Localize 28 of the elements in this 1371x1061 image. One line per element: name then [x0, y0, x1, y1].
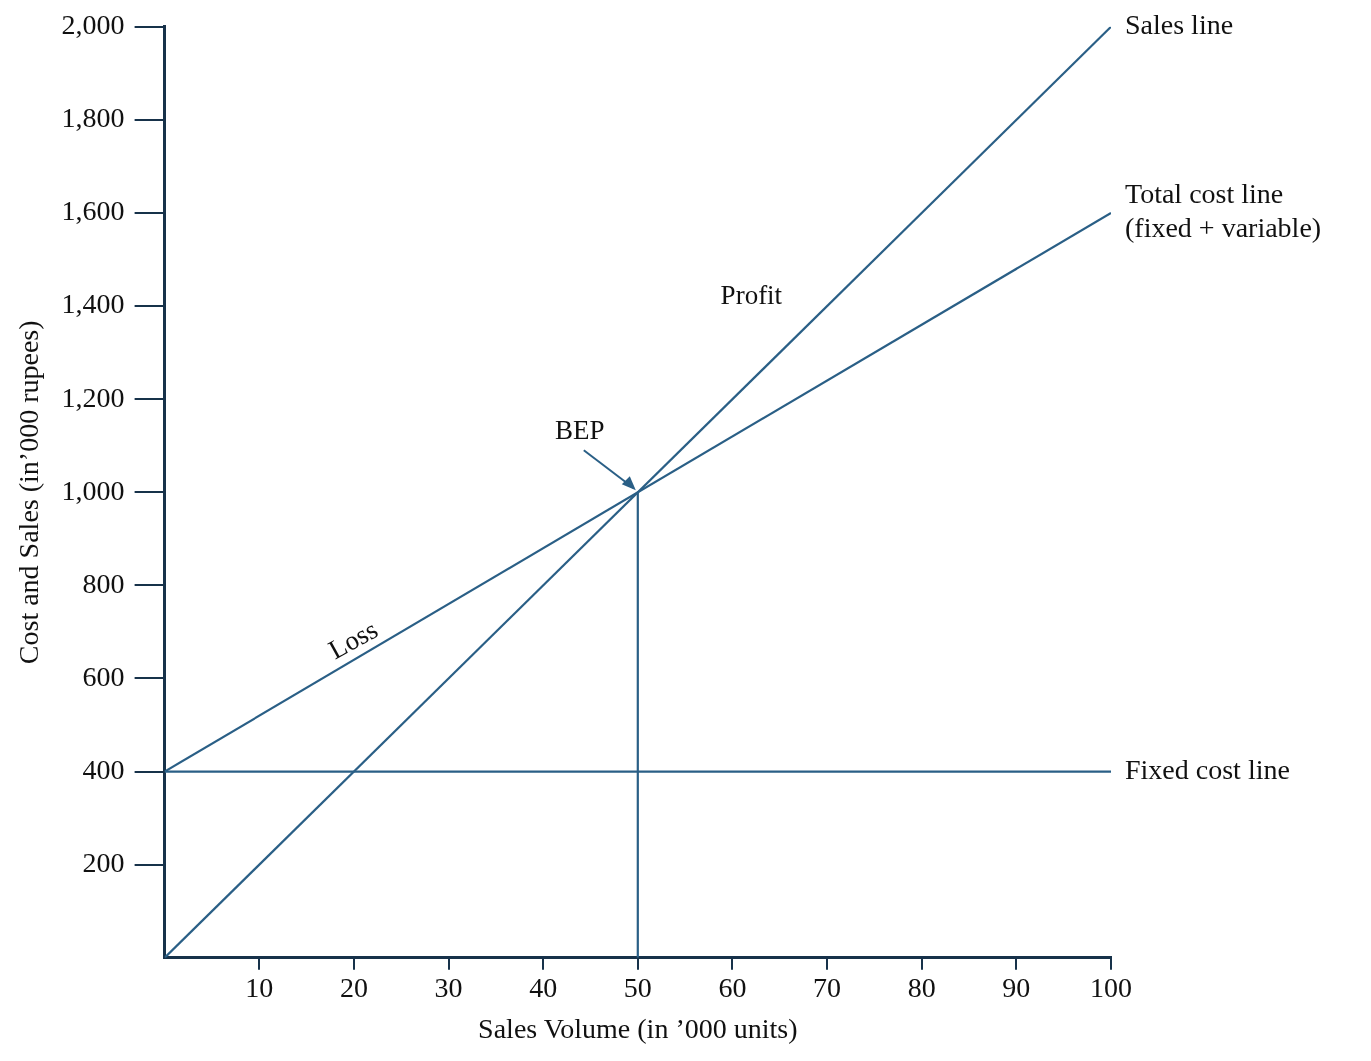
y-tick-label: 2,000	[61, 9, 125, 41]
x-axis-title: Sales Volume (in ’000 units)	[478, 1012, 798, 1044]
annotation: Loss	[323, 614, 383, 665]
annotation: Profit	[720, 279, 783, 310]
series-label: Fixed cost line	[1125, 753, 1290, 785]
x-tick-label: 30	[434, 971, 463, 1003]
series-label: Total cost line (fixed + variable)	[1125, 178, 1322, 244]
y-tick-label: 1,400	[61, 288, 125, 320]
x-tick-label: 80	[907, 971, 936, 1003]
annotation: BEP	[555, 415, 605, 446]
x-tick-label: 20	[339, 971, 368, 1003]
x-tick-label: 40	[529, 971, 558, 1003]
y-tick-label: 600	[82, 660, 125, 692]
x-tick-label: 60	[718, 971, 747, 1003]
y-axis-title: Cost and Sales (in’000 rupees)	[13, 320, 45, 665]
x-tick-label: 10	[245, 971, 274, 1003]
y-tick-label: 800	[82, 567, 125, 599]
y-tick-label: 1,800	[61, 102, 125, 134]
x-tick-label: 70	[813, 971, 842, 1003]
y-tick-label: 1,000	[61, 474, 125, 506]
y-tick-label: 200	[82, 847, 125, 879]
series-label: Sales line	[1125, 9, 1234, 41]
y-tick-label: 1,200	[61, 381, 125, 413]
x-tick-label: 50	[623, 971, 652, 1003]
x-tick-label: 90	[1002, 971, 1031, 1003]
y-tick-label: 1,600	[61, 195, 125, 227]
x-tick-label: 100	[1090, 971, 1132, 1003]
y-tick-label: 400	[82, 753, 125, 785]
